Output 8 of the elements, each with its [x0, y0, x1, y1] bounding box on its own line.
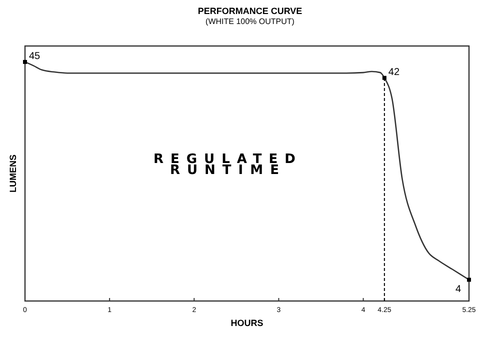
annotation: REGULATED RUNTIME — [153, 152, 302, 178]
data-label: 45 — [29, 50, 41, 62]
y-axis-title: LUMENS — [8, 154, 18, 192]
data-label: 42 — [388, 66, 400, 78]
chart-subtitle: (WHITE 100% OUTPUT) — [206, 17, 295, 26]
data-label: 4 — [455, 284, 462, 295]
x-axis-title: HOURS — [230, 318, 264, 328]
chart-title: PERFORMANCE CURVE — [198, 6, 302, 16]
